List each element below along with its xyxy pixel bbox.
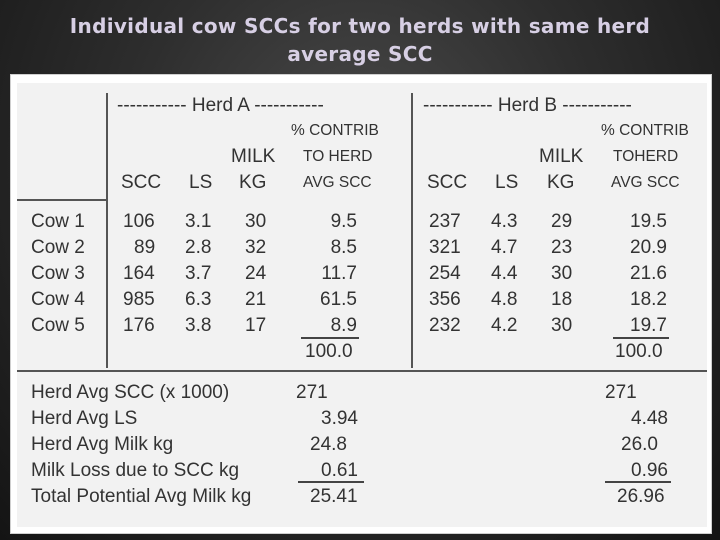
herd-b-summary-underline: [605, 481, 671, 483]
summary-label-herd-avg-milk: Herd Avg Milk kg: [31, 434, 174, 455]
herd-a-milk-cell: 21: [245, 289, 267, 310]
herd-b-scc-cell: 237: [429, 211, 461, 232]
summary-label-herd-avg-ls: Herd Avg LS: [31, 408, 138, 429]
herd-b-contrib-cell: 18.2: [630, 289, 667, 310]
herd-b-milk-cell: 29: [551, 211, 573, 232]
cow-label: Cow 1: [31, 211, 85, 232]
herd-a-scc-header: SCC: [121, 172, 162, 193]
herd-b-milk-cell: 18: [551, 289, 573, 310]
herd-a-ls-cell: 3.7: [185, 263, 212, 284]
herd-b-contrib-cell: 19.5: [630, 211, 667, 232]
slide-title-line-2: average SCC: [287, 42, 433, 66]
herd-b-scc-cell: 232: [429, 315, 461, 336]
herd-a-ls-cell: 2.8: [185, 237, 212, 258]
herd-a-milk-cell: 17: [245, 315, 267, 336]
herd-a-ls-cell: 3.1: [185, 211, 212, 232]
left-column-divider: [106, 93, 108, 368]
herd-b-contrib-total: 100.0: [615, 341, 663, 362]
cow-label: Cow 3: [31, 263, 85, 284]
herd-b-ls-header: LS: [495, 172, 519, 193]
herd-a-milk-cell: 32: [245, 237, 267, 258]
herd-b-contrib-cell: 20.9: [630, 237, 667, 258]
herd-a-milk-cell: 30: [245, 211, 267, 232]
herd-b-ls-cell: 4.4: [491, 263, 518, 284]
summary-label-total-potential-milk: Total Potential Avg Milk kg: [31, 486, 252, 507]
herd-b-milk-cell: 30: [551, 315, 573, 336]
summary-label-herd-avg-scc: Herd Avg SCC (x 1000): [31, 382, 230, 403]
herd-a-ls-cell: 6.3: [185, 289, 212, 310]
herd-a-avg-ls: 3.94: [321, 408, 358, 429]
herd-b-scc-cell: 321: [429, 237, 461, 258]
cow-label: Cow 4: [31, 289, 85, 310]
herd-a-kg-header: KG: [239, 172, 267, 193]
slide-title: Individual cow SCCs for two herds with s…: [0, 12, 720, 68]
herd-a-contrib-cell: 9.5: [330, 211, 357, 232]
cow-label: Cow 5: [31, 315, 85, 336]
herd-a-contrib-header-3: AVG SCC: [303, 174, 372, 191]
herd-divider: [411, 93, 413, 368]
herd-a-scc-cell: 164: [123, 263, 155, 284]
herd-a-contrib-cell: 61.5: [320, 289, 357, 310]
herd-a-avg-milk: 24.8: [310, 434, 347, 455]
herd-a-banner: ----------- Herd A -----------: [117, 95, 324, 116]
herd-b-contrib-cell: 19.7: [630, 315, 667, 336]
herd-a-contrib-cell: 8.9: [330, 315, 357, 336]
table-panel: ----------- Herd A ----------- ---------…: [10, 74, 712, 534]
herd-b-scc-header: SCC: [427, 172, 468, 193]
herd-b-kg-header: KG: [547, 172, 575, 193]
herd-b-avg-milk: 26.0: [621, 434, 658, 455]
herd-a-contrib-header-2: TO HERD: [303, 148, 373, 165]
herd-a-contrib-cell: 11.7: [321, 263, 357, 284]
herd-a-contrib-header-1: % CONTRIB: [291, 122, 379, 139]
herd-a-scc-cell: 176: [123, 315, 155, 336]
herd-a-scc-cell: 985: [123, 289, 155, 310]
herd-b-ls-cell: 4.8: [491, 289, 518, 310]
herd-b-avg-scc: 271: [605, 382, 637, 403]
herd-b-ls-cell: 4.3: [491, 211, 518, 232]
herd-b-avg-ls: 4.48: [631, 408, 668, 429]
label-header-rule: [17, 199, 106, 201]
herd-b-milk-loss: 0.96: [631, 460, 668, 481]
herd-b-ls-cell: 4.2: [491, 315, 518, 336]
herd-b-milk-cell: 23: [551, 237, 573, 258]
herd-b-total-potential-milk: 26.96: [617, 486, 665, 507]
herd-b-banner: ----------- Herd B -----------: [423, 95, 632, 116]
herd-a-milk-header: MILK: [231, 146, 276, 167]
herd-b-contrib-header-1: % CONTRIB: [601, 122, 689, 139]
herd-a-milk-cell: 24: [245, 263, 267, 284]
herd-a-contrib-total: 100.0: [305, 341, 353, 362]
herd-b-contrib-header-2: TOHERD: [613, 148, 679, 165]
herd-b-contrib-header-3: AVG SCC: [611, 174, 680, 191]
slide-title-line-1: Individual cow SCCs for two herds with s…: [69, 14, 651, 38]
herd-b-milk-header: MILK: [539, 146, 584, 167]
summary-rule: [17, 370, 707, 372]
herd-a-summary-underline: [298, 481, 364, 483]
herd-a-sum-underline: [301, 337, 359, 339]
herd-a-scc-cell: 89: [134, 237, 156, 258]
herd-b-contrib-cell: 21.6: [630, 263, 667, 284]
herd-a-scc-cell: 106: [123, 211, 155, 232]
herd-b-sum-underline: [613, 337, 669, 339]
herd-a-milk-loss: 0.61: [321, 460, 358, 481]
herd-b-milk-cell: 30: [551, 263, 573, 284]
cow-label: Cow 2: [31, 237, 85, 258]
summary-label-milk-loss: Milk Loss due to SCC kg: [31, 460, 240, 481]
herd-b-scc-cell: 356: [429, 289, 461, 310]
herd-a-contrib-cell: 8.5: [330, 237, 357, 258]
herd-a-ls-header: LS: [189, 172, 213, 193]
herd-a-avg-scc: 271: [296, 382, 328, 403]
scc-comparison-table: ----------- Herd A ----------- ---------…: [17, 83, 707, 527]
herd-a-total-potential-milk: 25.41: [310, 486, 358, 507]
herd-b-scc-cell: 254: [429, 263, 461, 284]
herd-b-ls-cell: 4.7: [491, 237, 518, 258]
herd-a-ls-cell: 3.8: [185, 315, 212, 336]
